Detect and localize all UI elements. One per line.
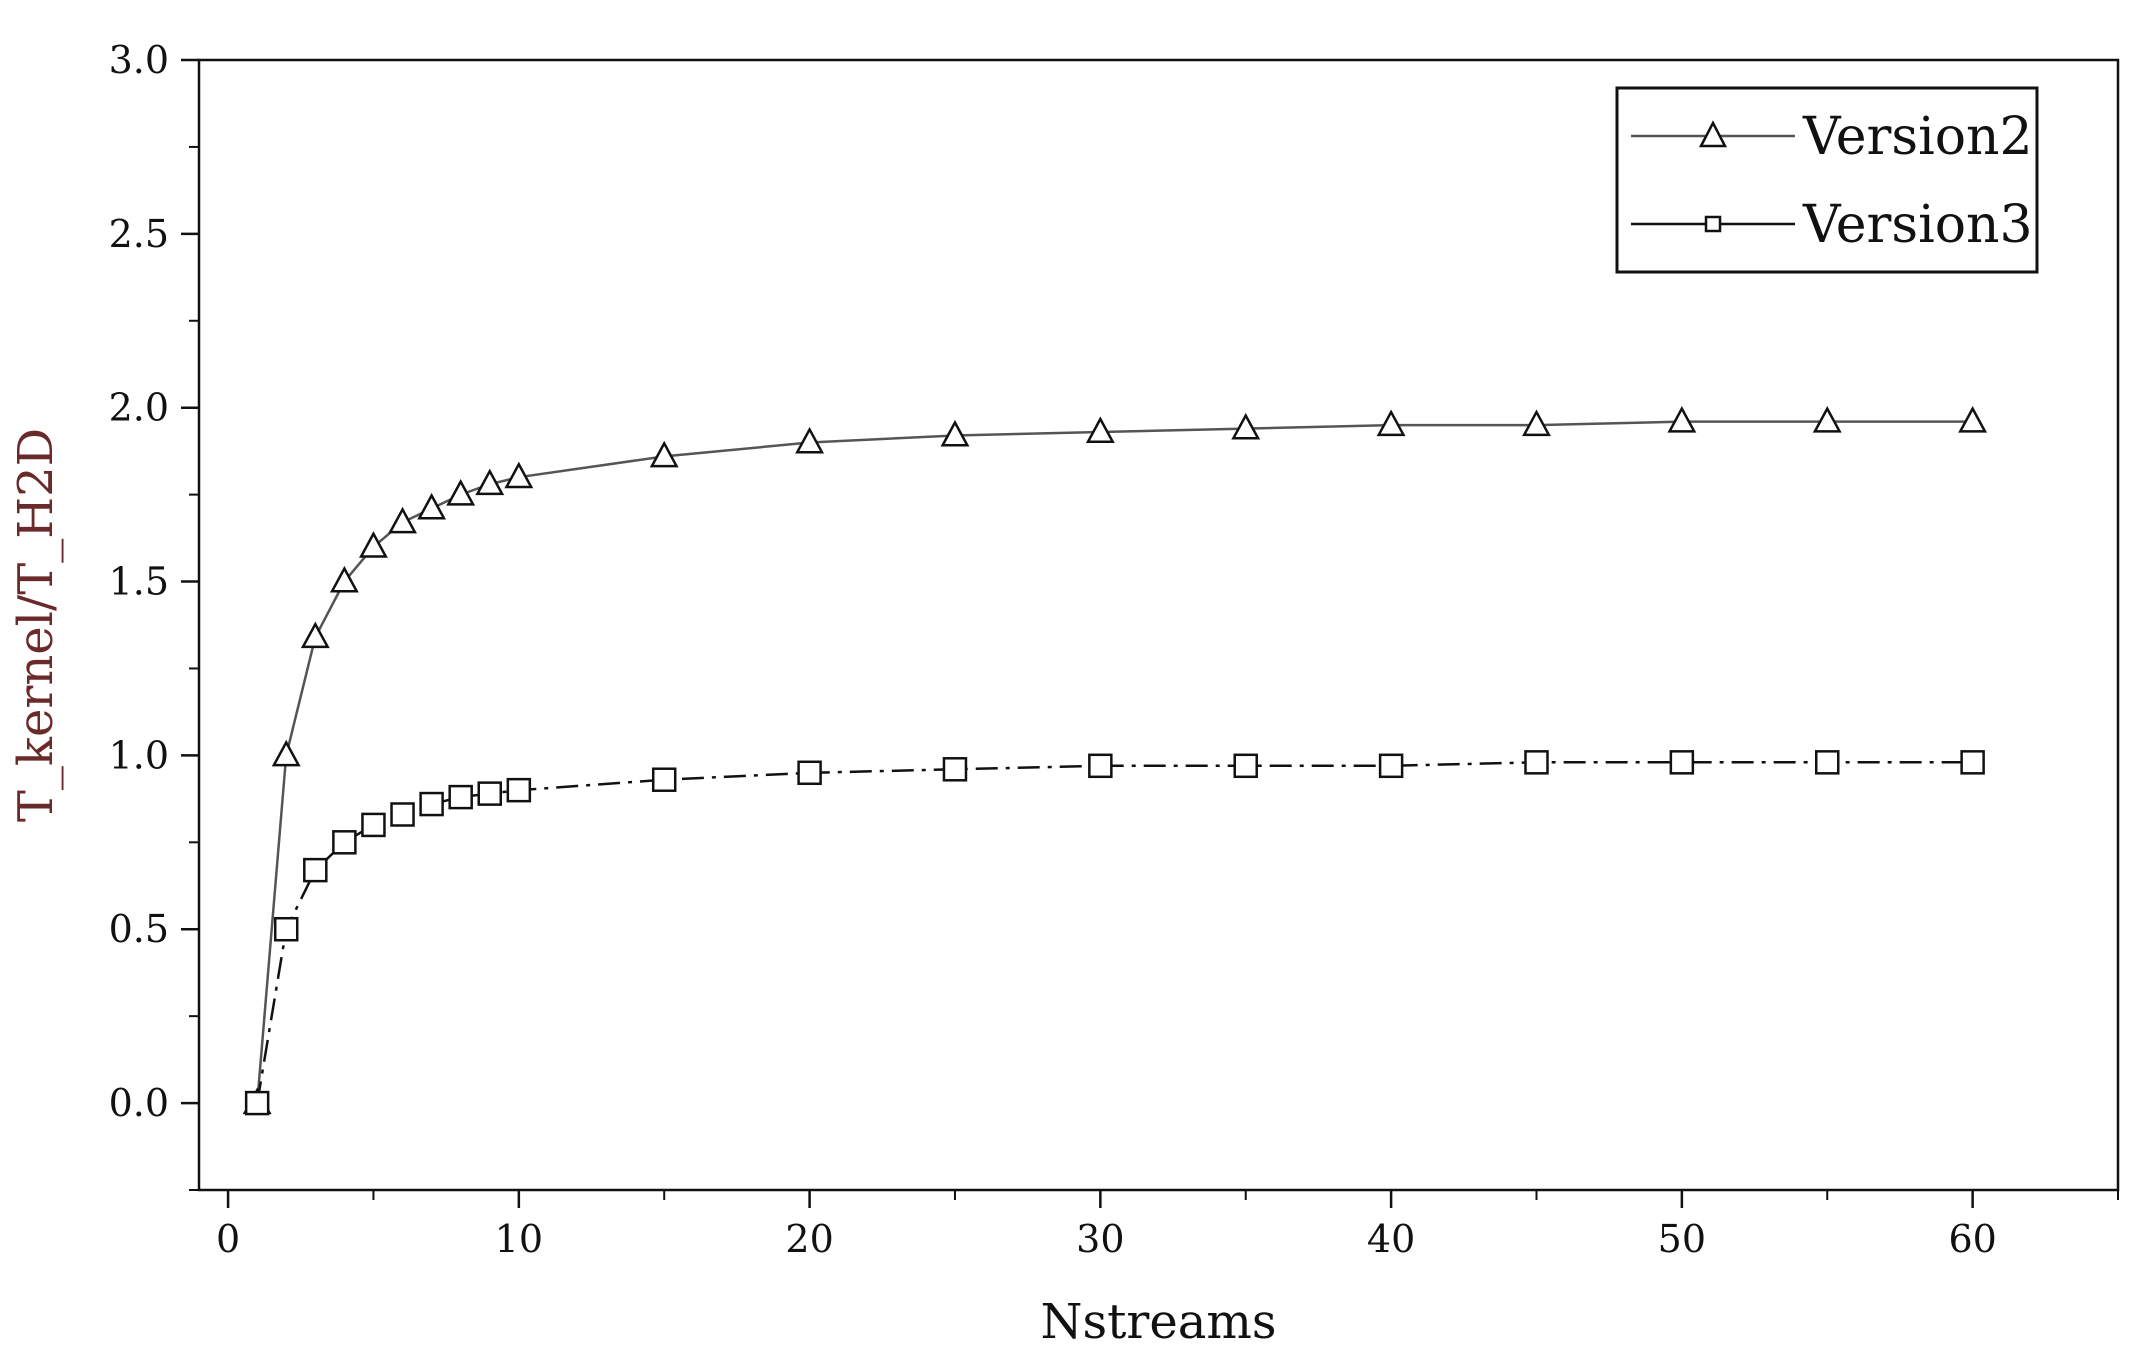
data-point-version3: [1814, 750, 1840, 775]
data-point-version3: [942, 757, 968, 782]
data-point-version2: [329, 565, 359, 593]
legend-items: Version2 Version3: [1631, 107, 2033, 255]
data-point-version2: [300, 621, 330, 649]
data-point-version2: [1522, 409, 1551, 437]
data-point-version3: [419, 791, 444, 817]
series-markers: [242, 405, 1988, 1116]
x-axis-ticks: 0 10 20 30 40 50 60: [216, 1190, 2119, 1261]
data-point-version2: [446, 478, 476, 506]
legend: Version2 Version3: [1615, 86, 2039, 274]
data-point-version3: [651, 767, 677, 792]
data-point-version3: [273, 916, 299, 942]
data-point-version2: [475, 468, 505, 496]
data-point-version3: [244, 1090, 270, 1116]
data-point-version3: [1233, 753, 1258, 779]
x-tick-label: 20: [785, 1217, 833, 1261]
data-point-version3: [1669, 750, 1695, 775]
data-point-version2: [940, 419, 970, 447]
data-point-version2: [388, 506, 417, 534]
series-line-version2: [255, 420, 1973, 1104]
data-point-version3: [332, 830, 357, 855]
x-tick-label: 10: [495, 1217, 543, 1261]
legend-marker-square: [1704, 215, 1722, 233]
x-axis-title: Nstreams: [1040, 1294, 1276, 1350]
data-point-version2: [1376, 409, 1406, 437]
data-point-version3: [797, 760, 822, 786]
legend-item-version3: Version3: [1631, 195, 2033, 255]
y-tick-label: 1.5: [109, 560, 169, 604]
plot-frame: [197, 58, 2120, 1192]
data-point-version2: [271, 739, 301, 767]
series-line-version3: [255, 761, 1973, 1104]
legend-box: [1615, 86, 2039, 274]
plot-area: [197, 58, 2120, 1192]
x-tick-label: 0: [216, 1217, 240, 1261]
y-tick-label: 1.0: [109, 733, 169, 777]
data-point-version2: [1958, 405, 1988, 433]
data-point-version2: [1812, 405, 1842, 433]
y-tick-label: 2.5: [109, 212, 169, 256]
legend-item-version2: Version2: [1631, 107, 2033, 167]
data-point-version3: [1960, 750, 1985, 775]
data-point-version3: [1088, 753, 1113, 779]
data-point-version2: [417, 492, 447, 520]
data-point-version2: [359, 531, 388, 558]
data-point-version3: [506, 777, 532, 803]
y-tick-label: 2.0: [109, 386, 169, 430]
data-point-version3: [448, 784, 473, 810]
y-tick-label: 0.5: [109, 907, 169, 951]
data-point-version2: [1667, 405, 1697, 433]
legend-marker-triangle: [1698, 120, 1728, 148]
y-tick-label: 0.0: [109, 1081, 169, 1125]
data-point-version2: [504, 461, 534, 489]
x-tick-label: 60: [1948, 1217, 1996, 1261]
y-axis-ticks: 0.0 0.5 1.0 1.5 2.0 2.5 3.0: [109, 38, 199, 1191]
data-point-version3: [390, 802, 415, 827]
data-point-version3: [361, 812, 386, 838]
data-point-version2: [1085, 416, 1115, 444]
x-tick-label: 40: [1367, 1217, 1415, 1261]
data-point-version2: [649, 440, 679, 468]
data-point-version2: [795, 426, 825, 454]
x-tick-label: 30: [1076, 1217, 1124, 1261]
legend-label: Version3: [1802, 195, 2033, 255]
data-point-version3: [1524, 750, 1549, 775]
data-point-version3: [477, 781, 503, 806]
data-point-version3: [1378, 753, 1404, 779]
data-point-version3: [303, 857, 328, 883]
y-tick-label: 3.0: [109, 38, 169, 82]
x-tick-label: 50: [1658, 1217, 1706, 1261]
y-axis-title: T_kernel/T_H2D: [8, 428, 64, 822]
data-point-version2: [1231, 412, 1261, 440]
legend-label: Version2: [1802, 107, 2033, 167]
series-lines: [255, 420, 1973, 1104]
